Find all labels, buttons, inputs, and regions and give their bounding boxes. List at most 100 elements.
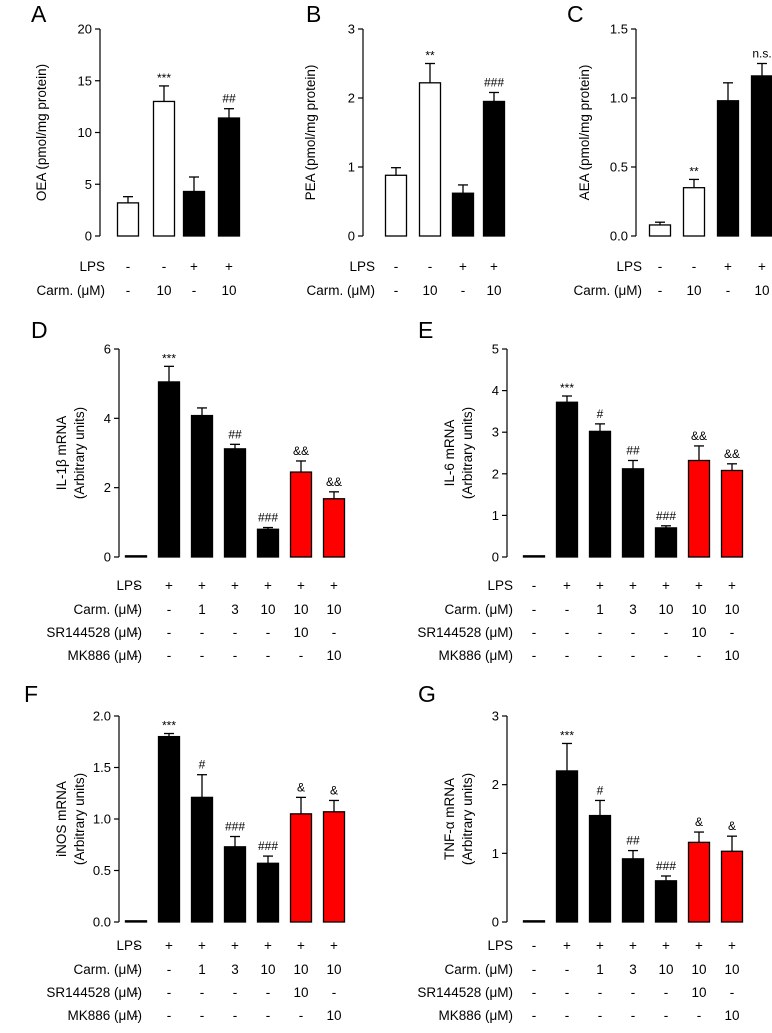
treatment-label: SR144528 (μM) — [46, 625, 142, 640]
significance-label: # — [597, 407, 604, 421]
significance-label: ### — [258, 511, 278, 525]
bar — [124, 920, 148, 923]
bar — [451, 192, 475, 237]
treatment-value: 10 — [724, 648, 739, 663]
treatment-value: - — [299, 648, 304, 663]
y-tick-label: 5 — [492, 342, 499, 357]
treatment-value: - — [565, 1008, 570, 1023]
treatment-value: - — [532, 938, 537, 953]
treatment-value: - — [565, 962, 570, 977]
significance-label: # — [199, 758, 206, 772]
treatment-value: - — [532, 985, 537, 1000]
treatment-label: LPS — [616, 259, 642, 274]
treatment-value: 10 — [724, 602, 739, 617]
treatment-value: - — [664, 985, 669, 1000]
bar — [256, 862, 280, 923]
treatment-value: - — [598, 625, 603, 640]
significance-label: & — [330, 783, 338, 797]
treatment-value: - — [658, 283, 663, 298]
bar — [682, 187, 706, 237]
y-axis-label: (Arbitrary units) — [460, 773, 475, 865]
y-tick-label: 2 — [492, 466, 499, 481]
treatment-value: 10 — [658, 962, 673, 977]
treatment-value: - — [565, 985, 570, 1000]
significance-label: ## — [626, 443, 640, 457]
y-axis-label: (Arbitrary units) — [72, 773, 87, 865]
bar — [322, 498, 346, 558]
bar — [116, 202, 140, 237]
treatment-value: - — [461, 283, 466, 298]
y-tick-label: 1 — [348, 160, 355, 175]
significance-label: && — [724, 447, 740, 461]
treatment-value: - — [532, 962, 537, 977]
panel-b: B 0 1 2 3 PEA (pmol/mg protein) ** ### LPS - - + + Ca… — [303, 1, 506, 298]
y-axis-label: PEA (pmol/mg protein) — [303, 65, 318, 201]
y-axis-label: AEA (pmol/mg protein) — [577, 65, 592, 201]
bar — [152, 100, 176, 237]
treatment-label: SR144528 (μM) — [46, 985, 142, 1000]
y-tick-label: 1 — [492, 846, 499, 861]
treatment-value: - — [233, 625, 238, 640]
treatment-label: Carm. (μM) — [73, 602, 142, 617]
treatment-value: 10 — [326, 602, 341, 617]
bar — [289, 471, 313, 558]
panel-letter: D — [31, 317, 48, 343]
treatment-value: - — [631, 985, 636, 1000]
y-tick-label: 0.0 — [93, 915, 111, 930]
treatment-value: - — [565, 625, 570, 640]
y-tick-label: 1.0 — [610, 91, 628, 106]
treatment-label: MK886 (μM) — [438, 1008, 513, 1023]
treatment-value: - — [134, 962, 139, 977]
y-tick-label: 0.0 — [610, 229, 628, 244]
treatment-value: - — [162, 259, 167, 274]
significance-label: *** — [560, 381, 574, 395]
treatment-value: + — [695, 938, 703, 953]
bar — [217, 117, 241, 237]
treatment-value: - — [266, 985, 271, 1000]
treatment-value: - — [266, 648, 271, 663]
treatment-value: - — [631, 648, 636, 663]
treatment-value: + — [297, 938, 305, 953]
treatment-value: + — [563, 938, 571, 953]
treatment-value: - — [532, 625, 537, 640]
bar — [223, 846, 247, 923]
y-tick-label: 1.5 — [93, 760, 111, 775]
treatment-value: + — [198, 578, 206, 593]
treatment-value: - — [598, 1008, 603, 1023]
treatment-value: + — [165, 938, 173, 953]
treatment-label: LPS — [487, 578, 513, 593]
treatment-value: - — [394, 259, 399, 274]
y-axis-label: IL-1β mRNA — [54, 416, 69, 491]
treatment-label: Carm. (μM) — [444, 962, 513, 977]
treatment-value: 10 — [293, 985, 308, 1000]
significance-label: ## — [222, 92, 236, 106]
treatment-value: + — [758, 259, 766, 274]
treatment-label: Carm. (μM) — [36, 283, 105, 298]
treatment-value: - — [299, 1008, 304, 1023]
treatment-value: 1 — [596, 962, 604, 977]
significance-label: & — [728, 819, 736, 833]
treatment-value: - — [266, 625, 271, 640]
treatment-value: - — [167, 625, 172, 640]
significance-label: ### — [225, 820, 245, 834]
treatment-value: - — [200, 648, 205, 663]
treatment-value: 10 — [658, 602, 673, 617]
significance-label: && — [293, 444, 309, 458]
treatment-value: 1 — [198, 602, 206, 617]
treatment-value: - — [428, 259, 433, 274]
treatment-value: + — [695, 578, 703, 593]
bar — [223, 448, 247, 558]
bar — [256, 528, 280, 558]
treatment-value: - — [532, 602, 537, 617]
bar — [654, 880, 678, 923]
panel-letter: E — [418, 317, 433, 343]
y-axis-label: OEA (pmol/mg protein) — [34, 64, 49, 201]
treatment-value: - — [167, 962, 172, 977]
treatment-value: + — [264, 578, 272, 593]
panel-letter: C — [567, 1, 584, 27]
y-axis-label: IL-6 mRNA — [442, 420, 457, 487]
treatment-label: MK886 (μM) — [67, 1008, 142, 1023]
treatment-value: - — [233, 648, 238, 663]
bar — [621, 858, 645, 923]
